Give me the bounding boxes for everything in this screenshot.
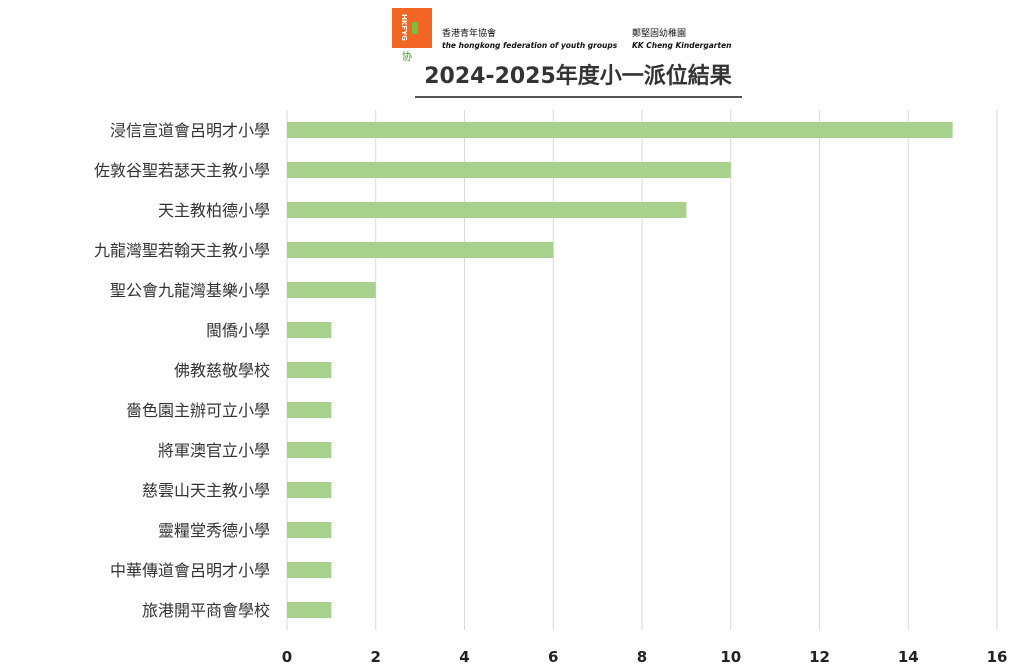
bar — [287, 482, 332, 498]
org-name-en: the hongkong federation of youth groups — [442, 41, 618, 50]
bar — [287, 562, 332, 578]
category-label: 嗇色園主辦可立小學 — [126, 401, 270, 420]
category-label: 靈糧堂秀德小學 — [158, 521, 270, 540]
x-tick-label: 16 — [987, 648, 1008, 666]
x-tick-label: 10 — [720, 648, 741, 666]
x-tick-label: 12 — [809, 648, 830, 666]
logo-signature: 协 — [402, 52, 412, 63]
x-tick-label: 0 — [282, 648, 292, 666]
bar — [287, 202, 687, 218]
category-label: 佐敦谷聖若瑟天主教小學 — [94, 161, 270, 180]
bar — [287, 322, 332, 338]
x-tick-label: 14 — [898, 648, 919, 666]
kindergarten-name-en: KK Cheng Kindergarten — [632, 41, 732, 50]
category-label: 閩僑小學 — [206, 321, 270, 340]
bar — [287, 602, 332, 618]
category-label: 將軍澳官立小學 — [158, 441, 270, 460]
category-label: 天主教柏德小學 — [158, 201, 270, 220]
hkfyg-logo: HKFYG — [392, 8, 432, 48]
chart-title: 2024-2025年度小一派位結果 — [424, 64, 732, 89]
category-label: 佛教慈敬學校 — [174, 361, 270, 380]
bar — [287, 122, 953, 138]
bar — [287, 522, 332, 538]
category-label: 浸信宣道會呂明才小學 — [110, 121, 270, 140]
bar — [287, 402, 332, 418]
bar — [287, 282, 376, 298]
logo-green-mark — [412, 22, 418, 34]
category-label: 九龍灣聖若翰天主教小學 — [94, 241, 270, 260]
bar — [287, 242, 554, 258]
kindergarten-name-zh: 鄭堅固幼稚園 — [632, 29, 687, 39]
bar — [287, 362, 332, 378]
category-label: 旅港開平商會學校 — [142, 601, 270, 620]
title-underline — [415, 96, 742, 98]
category-label: 中華傳道會呂明才小學 — [110, 561, 270, 580]
header-logo-area: HKFYG 协 香港青年協會 the hongkong federation o… — [392, 8, 752, 66]
org-name: 香港青年協會 the hongkong federation of youth … — [442, 28, 617, 52]
org-name-zh: 香港青年協會 — [442, 29, 497, 39]
category-label: 慈雲山天主教小學 — [142, 481, 270, 500]
x-tick-label: 6 — [548, 648, 558, 666]
logo-text: HKFYG — [400, 14, 408, 41]
kindergarten-name: 鄭堅固幼稚園 KK Cheng Kindergarten — [632, 28, 732, 52]
x-tick-label: 2 — [371, 648, 381, 666]
bar — [287, 162, 731, 178]
x-tick-label: 4 — [459, 648, 469, 666]
x-tick-label: 8 — [637, 648, 647, 666]
bar — [287, 442, 332, 458]
category-label: 聖公會九龍灣基樂小學 — [110, 281, 270, 300]
